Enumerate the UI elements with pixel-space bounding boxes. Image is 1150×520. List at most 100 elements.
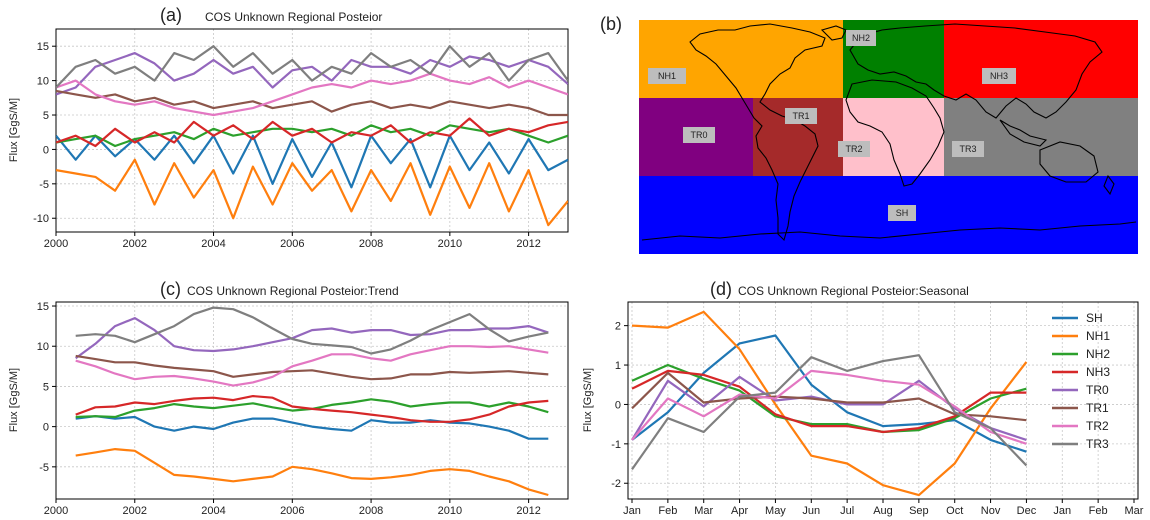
x-tick-label: 2006 <box>280 238 304 250</box>
legend-label-nh1: NH1 <box>1086 329 1110 343</box>
legend-label-tr3: TR3 <box>1086 437 1109 451</box>
plot-area-c: 2000 2002 2004 2006 2008 2010 2012 -5 0 5 10 15 <box>37 301 569 517</box>
x-tick-label: Dec <box>1017 505 1037 517</box>
panel-c-ylabel: Flux [GgS/M] <box>8 368 20 432</box>
x-tick-label: 2002 <box>123 505 147 517</box>
legend-label-nh3: NH3 <box>1086 365 1110 379</box>
panel-d-ylabel: Flux [GgS/M] <box>582 368 594 432</box>
legend-label-tr1: TR1 <box>1086 401 1109 415</box>
x-tick-label: 2000 <box>44 238 68 250</box>
map-label-tr2: TR2 <box>845 144 862 154</box>
legend-label-tr2: TR2 <box>1086 419 1109 433</box>
y-tick-label: 2 <box>615 321 621 333</box>
y-tick-label: 15 <box>37 41 49 53</box>
y-tick-label: -5 <box>39 462 49 474</box>
y-tick-label: 15 <box>37 301 49 313</box>
panel-c: (c) COS Unknown Regional Posteior:Trend … <box>8 279 569 517</box>
y-tick-label: 0 <box>615 399 621 411</box>
panel-b: (b) NH1 NH2 NH3 <box>600 14 1138 254</box>
map-label-tr0: TR0 <box>690 130 707 140</box>
panel-d-letter: (d) <box>710 279 732 299</box>
series-line-nh3 <box>56 117 568 148</box>
map-label-tr3: TR3 <box>959 144 976 154</box>
x-tick-label: Mar <box>1125 505 1144 517</box>
coastline-outlines <box>641 23 1137 242</box>
x-tick-label: 2012 <box>516 505 540 517</box>
y-tick-label: 0 <box>43 144 49 156</box>
x-tick-label: 2004 <box>201 238 225 250</box>
x-tick-label: 2008 <box>359 505 383 517</box>
series-line-sh <box>56 134 568 189</box>
legend: SH NH1 NH2 NH3 TR0 TR1 TR2 TR3 <box>1052 311 1110 451</box>
x-tick-label: Jan <box>623 505 641 517</box>
x-tick-label: 2010 <box>438 238 462 250</box>
x-tick-label: Nov <box>981 505 1001 517</box>
x-tick-label: Sep <box>909 505 929 517</box>
map-label-tr1: TR1 <box>792 111 809 121</box>
x-tick-label: Apr <box>731 505 748 517</box>
panel-c-title: COS Unknown Regional Posteior:Trend <box>187 284 399 298</box>
series-line-sh <box>631 334 1027 453</box>
series-line-tr2 <box>75 345 549 387</box>
x-tick-label: Aug <box>873 505 893 517</box>
series-line-tr0 <box>75 317 549 360</box>
series-line-tr1 <box>56 89 568 117</box>
map-label-nh3: NH3 <box>990 71 1008 81</box>
series-line-nh1 <box>56 158 568 227</box>
y-tick-label: -10 <box>33 213 49 225</box>
panel-a: (a) COS Unknown Regional Posteior Flux [… <box>8 5 569 250</box>
series-line-tr3 <box>75 306 549 355</box>
series-line-tr3 <box>56 45 568 89</box>
y-tick-label: 10 <box>37 76 49 88</box>
panel-c-letter: (c) <box>160 279 181 299</box>
axes-frame <box>55 301 569 500</box>
y-tick-label: 0 <box>43 422 49 434</box>
series-line-nh1 <box>631 310 1028 497</box>
region-map: NH1 NH2 NH3 TR0 TR1 TR2 TR3 SH <box>639 20 1138 254</box>
series-line-tr2 <box>631 369 1027 445</box>
x-tick-label: 2004 <box>201 505 225 517</box>
y-tick-label: -1 <box>611 439 621 451</box>
x-tick-label: 2000 <box>44 505 68 517</box>
x-tick-label: Mar <box>694 505 713 517</box>
x-tick-label: Feb <box>1089 505 1108 517</box>
y-tick-label: 10 <box>37 341 49 353</box>
panel-a-title: COS Unknown Regional Posteior <box>205 10 382 24</box>
x-tick-label: Feb <box>658 505 677 517</box>
x-tick-label: May <box>765 505 786 517</box>
region-nh3 <box>944 20 1138 98</box>
x-tick-label: Jun <box>802 505 820 517</box>
x-tick-label: 2002 <box>123 238 147 250</box>
region-tr2 <box>843 98 944 176</box>
region-nh1 <box>639 20 843 98</box>
y-tick-label: -5 <box>39 179 49 191</box>
x-tick-label: Oct <box>946 505 963 517</box>
x-tick-label: 2008 <box>359 238 383 250</box>
series-group <box>56 45 568 227</box>
x-tick-label: 2010 <box>438 505 462 517</box>
legend-label-nh2: NH2 <box>1086 347 1110 361</box>
plot-area-d: Jan Feb Mar Apr May Jun Jul Aug Sep Oct Nov Dec Jan F… <box>611 301 1144 517</box>
map-label-nh1: NH1 <box>658 71 676 81</box>
y-tick-label: 1 <box>615 360 621 372</box>
x-tick-label: 2012 <box>516 238 540 250</box>
x-tick-label: 2006 <box>280 505 304 517</box>
map-label-nh2: NH2 <box>852 33 870 43</box>
region-labels: NH1 NH2 NH3 TR0 TR1 TR2 TR3 SH <box>648 30 1016 221</box>
y-tick-label: 5 <box>43 110 49 122</box>
panel-d-title: COS Unknown Regional Posteior:Seasonal <box>738 284 969 298</box>
y-tick-label: 5 <box>43 381 49 393</box>
series-line-tr2 <box>56 72 568 117</box>
series-line-tr1 <box>75 354 549 381</box>
y-tick-label: -2 <box>611 478 621 490</box>
series-group <box>75 306 549 497</box>
panel-d: (d) COS Unknown Regional Posteior:Season… <box>582 279 1144 517</box>
panel-a-ylabel: Flux [GgS/M] <box>8 98 20 162</box>
panel-b-letter: (b) <box>600 14 622 34</box>
x-tick-label: Jul <box>840 505 854 517</box>
axes-frame <box>55 28 569 233</box>
legend-label-sh: SH <box>1086 311 1103 325</box>
legend-label-tr0: TR0 <box>1086 383 1109 397</box>
series-line-nh3 <box>75 395 549 423</box>
x-tick-label: Jan <box>1053 505 1071 517</box>
